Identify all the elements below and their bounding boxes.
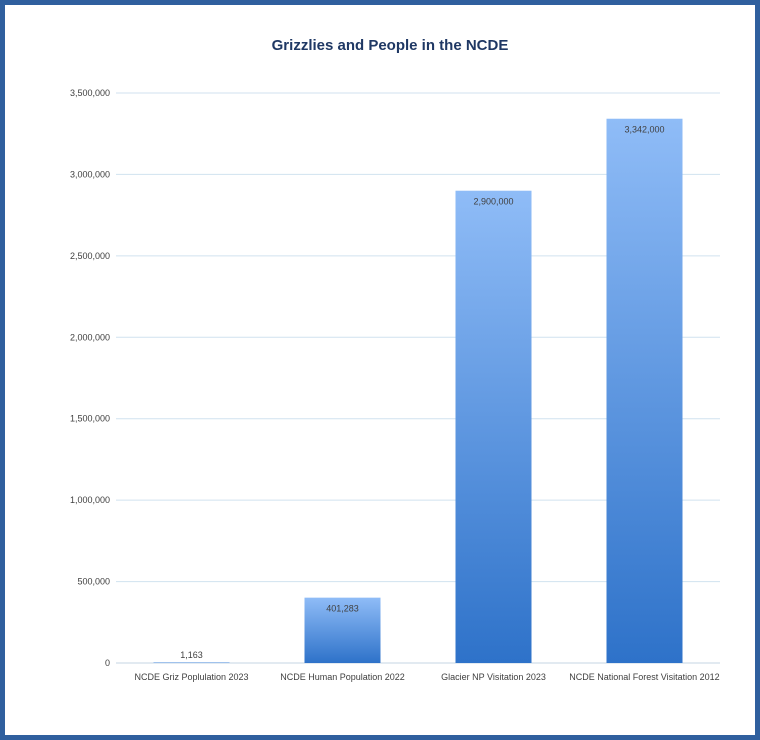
- y-tick-label: 3,000,000: [70, 169, 110, 179]
- bar: [304, 597, 381, 663]
- x-tick-label: NCDE National Forest Visitation 2012: [569, 672, 719, 682]
- chart-title: Grizzlies and People in the NCDE: [272, 37, 509, 54]
- x-tick-label: NCDE Human Population 2022: [280, 672, 405, 682]
- bar: [606, 118, 683, 663]
- bar: [455, 190, 532, 663]
- data-label: 1,163: [180, 650, 203, 660]
- bar: [153, 662, 230, 663]
- bars: [153, 118, 683, 663]
- y-tick-label: 1,000,000: [70, 495, 110, 505]
- y-tick-label: 3,500,000: [70, 88, 110, 98]
- data-label: 2,900,000: [473, 197, 513, 207]
- y-tick-label: 0: [105, 658, 110, 668]
- data-label: 401,283: [326, 604, 359, 614]
- y-tick-label: 2,500,000: [70, 251, 110, 261]
- bar-chart: Grizzlies and People in the NCDE 0 500,00…: [70, 37, 720, 682]
- x-tick-label: NCDE Griz Poplulation 2023: [134, 672, 248, 682]
- data-label: 3,342,000: [624, 125, 664, 135]
- data-labels: 1,163 401,283 2,900,000 3,342,000: [180, 125, 664, 660]
- y-tick-label: 2,000,000: [70, 332, 110, 342]
- y-axis: 0 500,000 1,000,000 1,500,000 2,000,000 2,500…: [70, 88, 110, 668]
- y-tick-label: 1,500,000: [70, 414, 110, 424]
- x-axis: NCDE Griz Poplulation 2023 NCDE Human Pop…: [134, 672, 719, 682]
- y-tick-label: 500,000: [77, 577, 110, 587]
- gridlines: [116, 92, 720, 664]
- x-tick-label: Glacier NP Visitation 2023: [441, 672, 546, 682]
